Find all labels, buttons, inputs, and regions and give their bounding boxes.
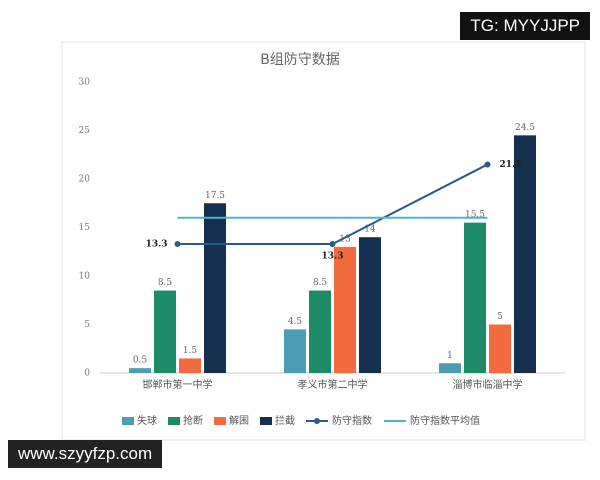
value-label: 13.3 xyxy=(146,239,168,249)
watermark: www.szyyfzp.com xyxy=(8,440,163,468)
value-label: 1.5 xyxy=(183,346,198,356)
line-point xyxy=(329,240,336,247)
line-point xyxy=(484,161,491,168)
value-label: 24.5 xyxy=(515,123,535,133)
bar xyxy=(204,203,226,373)
bar xyxy=(179,358,201,373)
value-label: 17.5 xyxy=(205,191,225,201)
legend-label: 解围 xyxy=(229,414,249,427)
chart-frame xyxy=(61,41,586,441)
bar xyxy=(154,290,176,373)
bar xyxy=(359,237,381,373)
bar xyxy=(309,290,331,373)
x-tick-label: 孝义市第二中学 xyxy=(298,378,368,391)
value-label: 8.5 xyxy=(158,278,173,288)
bar xyxy=(334,246,356,373)
legend-marker xyxy=(214,417,226,425)
y-tick-label: 30 xyxy=(79,78,91,88)
legend-marker xyxy=(168,417,180,425)
watermark: TG: MYYJJPP xyxy=(460,12,590,40)
value-label: 13 xyxy=(339,234,351,244)
y-tick-label: 0 xyxy=(84,369,90,379)
x-tick-label: 邯郸市第一中学 xyxy=(143,378,213,391)
bar xyxy=(129,368,151,373)
bar xyxy=(514,135,536,373)
value-label: 4.5 xyxy=(288,317,303,327)
y-tick-label: 10 xyxy=(79,272,91,282)
legend-marker xyxy=(260,417,272,425)
y-tick-label: 15 xyxy=(79,223,91,233)
value-label: 0.5 xyxy=(133,356,148,366)
legend-marker xyxy=(122,417,134,425)
line-point xyxy=(174,240,181,247)
x-tick-label: 淄博市临淄中学 xyxy=(453,378,523,391)
bar xyxy=(439,363,461,373)
value-label: 8.5 xyxy=(313,278,328,288)
bar xyxy=(284,329,306,373)
legend-marker xyxy=(314,418,320,424)
bar xyxy=(489,324,511,373)
value-label: 14 xyxy=(364,225,376,235)
value-label: 5 xyxy=(497,312,503,322)
legend-label: 防守指数 xyxy=(332,414,372,427)
y-tick-label: 20 xyxy=(79,175,91,185)
bar xyxy=(464,222,486,373)
legend-label: 失球 xyxy=(137,414,157,427)
value-label: 15.5 xyxy=(465,210,485,220)
y-tick-label: 25 xyxy=(79,126,91,136)
legend-label: 抢断 xyxy=(183,414,203,427)
value-label: 1 xyxy=(447,351,453,361)
chart-title: B组防守数据 xyxy=(260,52,340,68)
legend-label: 防守指数平均值 xyxy=(410,414,480,427)
value-label: 13.3 xyxy=(322,251,344,261)
legend-label: 拦截 xyxy=(275,414,295,427)
value-label: 21.5 xyxy=(500,160,522,170)
y-tick-label: 5 xyxy=(84,320,90,330)
